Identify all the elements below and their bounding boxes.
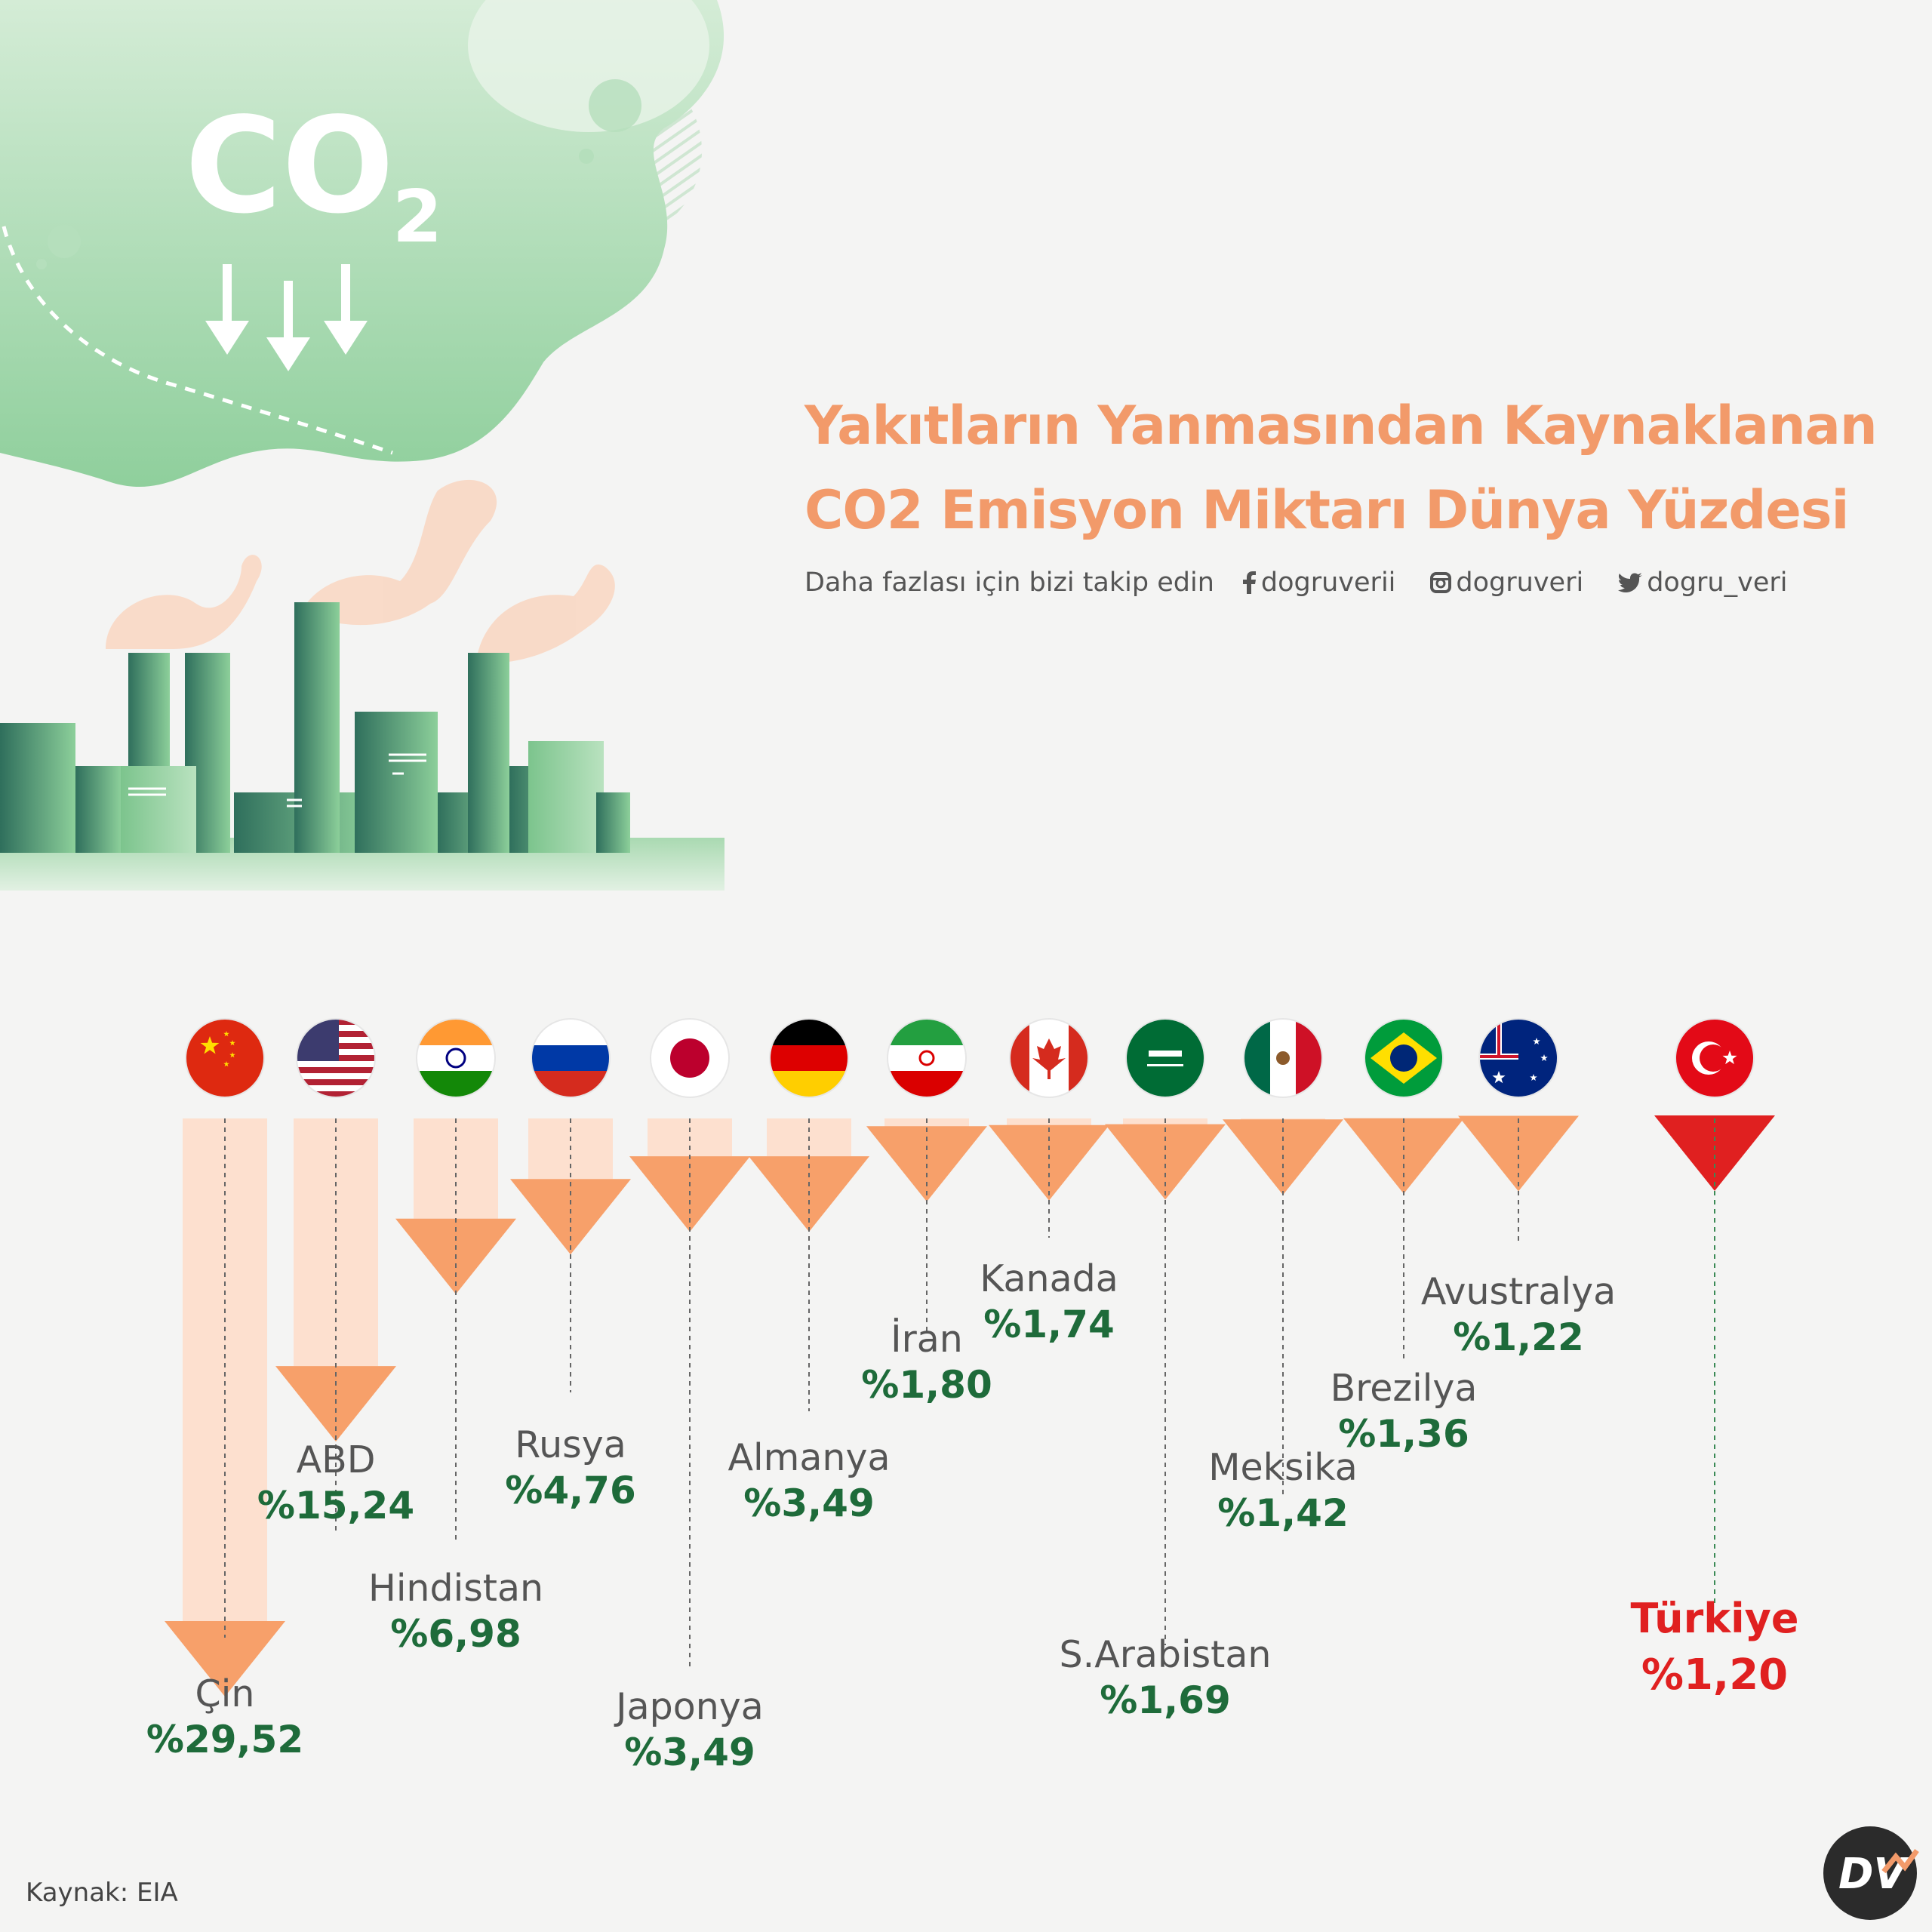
co2-label: CO [185,90,394,243]
russia-flag-icon [531,1018,611,1098]
arrow-bar-abd [275,1118,396,1532]
facebook-link[interactable]: dogruverii [1241,568,1396,598]
instagram-link[interactable]: dogruveri [1430,568,1583,598]
country-label: Hindistan [368,1567,544,1610]
co2-cloud-illustration: CO 2 [0,0,724,488]
arrow-stem [294,1118,378,1367]
social-bar: Daha fazlası için bizi takip edin dogruv… [804,568,1787,598]
value-label: %15,24 [257,1484,415,1527]
country-label: Çin [195,1672,255,1715]
arrow-head [989,1124,1109,1201]
canada-flag-icon [1009,1018,1089,1098]
japan-flag-icon [650,1018,730,1098]
arrow-bar-almanya [749,1118,869,1411]
value-label: %1,22 [1453,1315,1584,1359]
country-label: Kanada [980,1257,1118,1300]
arrow-bar-hindistan [395,1118,516,1540]
country-label: Türkiye [1630,1595,1799,1642]
follow-text: Daha fazlası için bizi takip edin [804,568,1214,598]
arrow-head [165,1621,285,1697]
down-arrows-icon [205,264,368,371]
dv-logo: DV [1823,1826,1919,1920]
value-label: %3,49 [743,1481,875,1525]
page-title: Yakıtların Yanmasından Kaynaklanan CO2 E… [804,383,1891,552]
flag-row [185,1018,1755,1098]
arrow-bar-turkiye [1654,1115,1775,1607]
usa-flag-icon [296,1018,376,1098]
arrow-bar-rusya [510,1118,631,1392]
turkey-flag-icon [1675,1018,1755,1098]
value-label: %1,36 [1338,1412,1469,1456]
value-label: %4,76 [505,1469,636,1512]
country-label: Rusya [515,1423,626,1466]
country-label: Avustralya [1420,1270,1617,1313]
australia-flag-icon [1478,1018,1558,1098]
instagram-icon [1430,572,1452,593]
india-flag-icon [416,1018,496,1098]
arrow-head [1458,1115,1579,1192]
country-label: İran [891,1318,963,1361]
facebook-handle: dogruverii [1260,568,1396,598]
source-note: Kaynak: EIA [26,1878,178,1908]
factory-illustration [0,602,724,891]
arrow-bar-brezilya [1343,1118,1464,1358]
value-label: %1,69 [1100,1678,1231,1722]
value-label: %29,52 [146,1718,304,1761]
smoke-plumes [106,479,615,664]
arrow-head [275,1366,396,1442]
twitter-link[interactable]: dogru_veri [1618,568,1787,598]
country-label: Brezilya [1330,1367,1478,1410]
arrow-bar-kanada [989,1118,1109,1238]
title-line-2: CO2 Emisyon Miktarı Dünya Yüzdesi [804,479,1850,541]
country-label: ABD [296,1438,376,1481]
arrow-head [1654,1115,1775,1191]
value-label: %6,98 [390,1612,521,1656]
instagram-handle: dogruveri [1456,568,1584,598]
arrow-bar-s-arabistan [1105,1118,1226,1645]
arrow-bar-avustralya [1458,1115,1579,1245]
country-label: Meksika [1208,1446,1358,1489]
china-flag-icon [185,1018,265,1098]
value-label: %1,80 [861,1363,992,1407]
arrow-bar-cin [165,1118,285,1697]
arrow-bar-japonya [629,1118,750,1668]
title-line-1: Yakıtların Yanmasından Kaynaklanan [804,395,1878,457]
value-label: %3,49 [624,1730,755,1774]
arrow-bar-iran [866,1118,987,1336]
country-label: Japonya [616,1685,764,1728]
arrow-head [510,1179,631,1255]
value-label: %1,42 [1217,1491,1349,1535]
co2-subscript: 2 [392,176,442,259]
mexico-flag-icon [1243,1018,1323,1098]
country-label: S.Arabistan [1059,1633,1272,1676]
saudi-flag-icon [1125,1018,1205,1098]
value-label: %1,74 [983,1303,1115,1346]
arrow-bar-meksika [1223,1118,1343,1494]
brazil-flag-icon [1364,1018,1444,1098]
arrow-head [1105,1124,1226,1200]
germany-flag-icon [769,1018,849,1098]
twitter-handle: dogru_veri [1647,568,1788,598]
facebook-icon [1242,571,1256,594]
emission-arrow-chart [165,1115,1775,1697]
iran-flag-icon [887,1018,967,1098]
twitter-icon [1618,573,1643,592]
value-label: %1,20 [1641,1651,1789,1700]
country-label: Almanya [728,1436,891,1479]
